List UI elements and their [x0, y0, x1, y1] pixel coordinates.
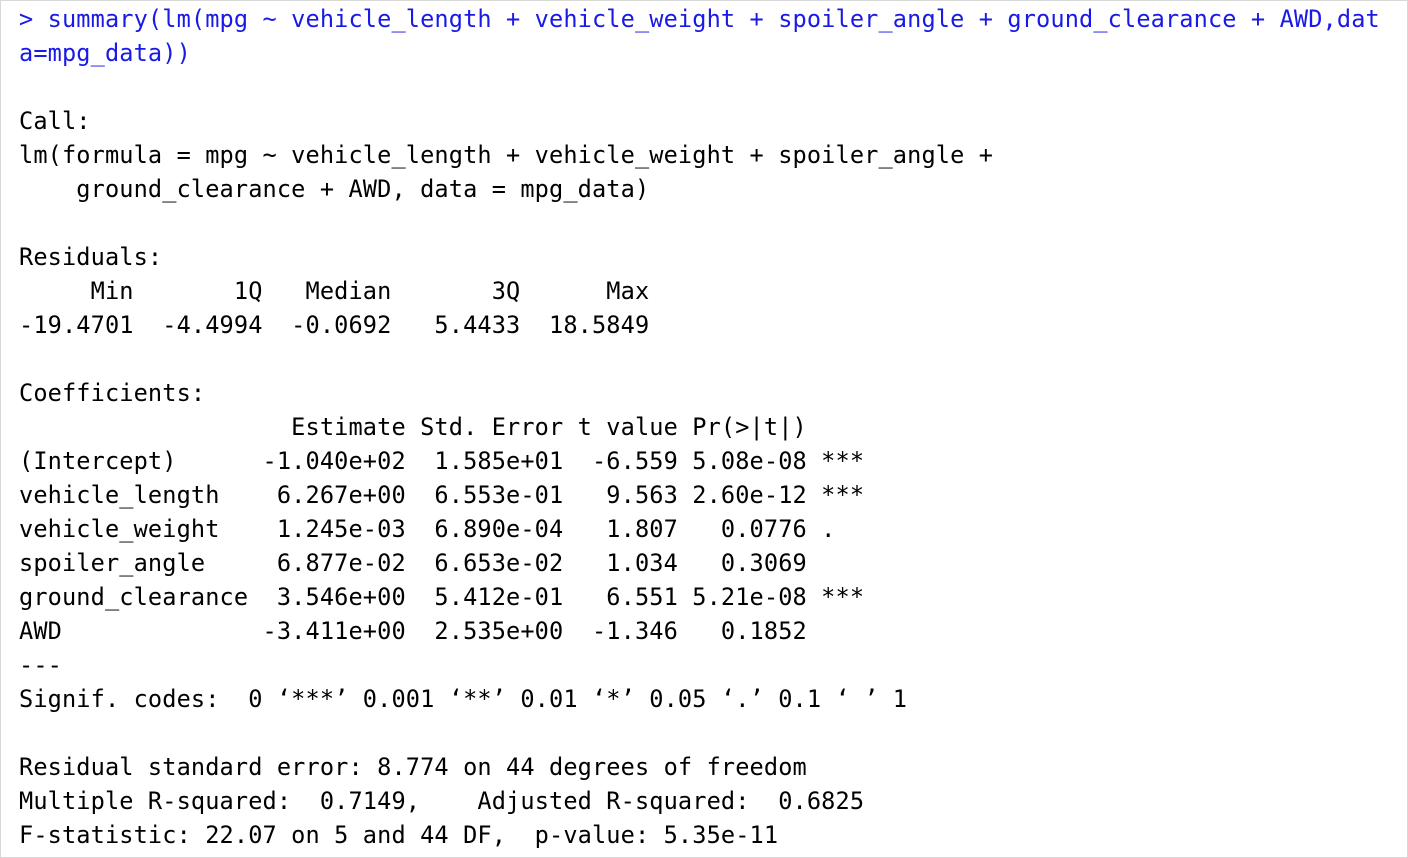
call-formula-line: ground_clearance + AWD, data = mpg_data) [19, 175, 650, 203]
console-blank-line [19, 206, 1397, 240]
residuals-values-row: -19.4701 -4.4994 -0.0692 5.4433 18.5849 [19, 311, 664, 339]
console-output-area: > summary(lm(mpg ~ vehicle_length + vehi… [19, 2, 1397, 852]
residuals-heading: Residuals: [19, 243, 163, 271]
coefficient-row: vehicle_length 6.267e+00 6.553e-01 9.563… [19, 481, 865, 509]
console-blank-line [19, 342, 1397, 376]
console-command-line: > summary(lm(mpg ~ vehicle_length + vehi… [19, 5, 1380, 33]
coefficients-heading: Coefficients: [19, 379, 206, 407]
signif-codes-line: Signif. codes: 0 ‘***’ 0.001 ‘**’ 0.01 ‘… [19, 685, 908, 713]
coefficient-row: ground_clearance 3.546e+00 5.412e-01 6.5… [19, 583, 865, 611]
call-heading: Call: [19, 107, 91, 135]
console-command-line: a=mpg_data)) [19, 39, 191, 67]
console-blank-line [19, 716, 1397, 750]
coefficients-header-row: Estimate Std. Error t value Pr(>|t|) [19, 413, 865, 441]
residual-standard-error-line: Residual standard error: 8.774 on 44 deg… [19, 753, 807, 781]
coefficient-row: vehicle_weight 1.245e-03 6.890e-04 1.807… [19, 515, 865, 543]
f-statistic-line: F-statistic: 22.07 on 5 and 44 DF, p-val… [19, 821, 779, 849]
r-squared-line: Multiple R-squared: 0.7149, Adjusted R-s… [19, 787, 879, 815]
call-formula-line: lm(formula = mpg ~ vehicle_length + vehi… [19, 141, 1008, 169]
coefficient-row: spoiler_angle 6.877e-02 6.653e-02 1.034 … [19, 549, 865, 577]
console-blank-line [19, 70, 1397, 104]
coefficient-row: AWD -3.411e+00 2.535e+00 -1.346 0.1852 [19, 617, 865, 645]
coefficient-row: (Intercept) -1.040e+02 1.585e+01 -6.559 … [19, 447, 865, 475]
residuals-header-row: Min 1Q Median 3Q Max [19, 277, 664, 305]
separator-line: --- [19, 651, 62, 679]
